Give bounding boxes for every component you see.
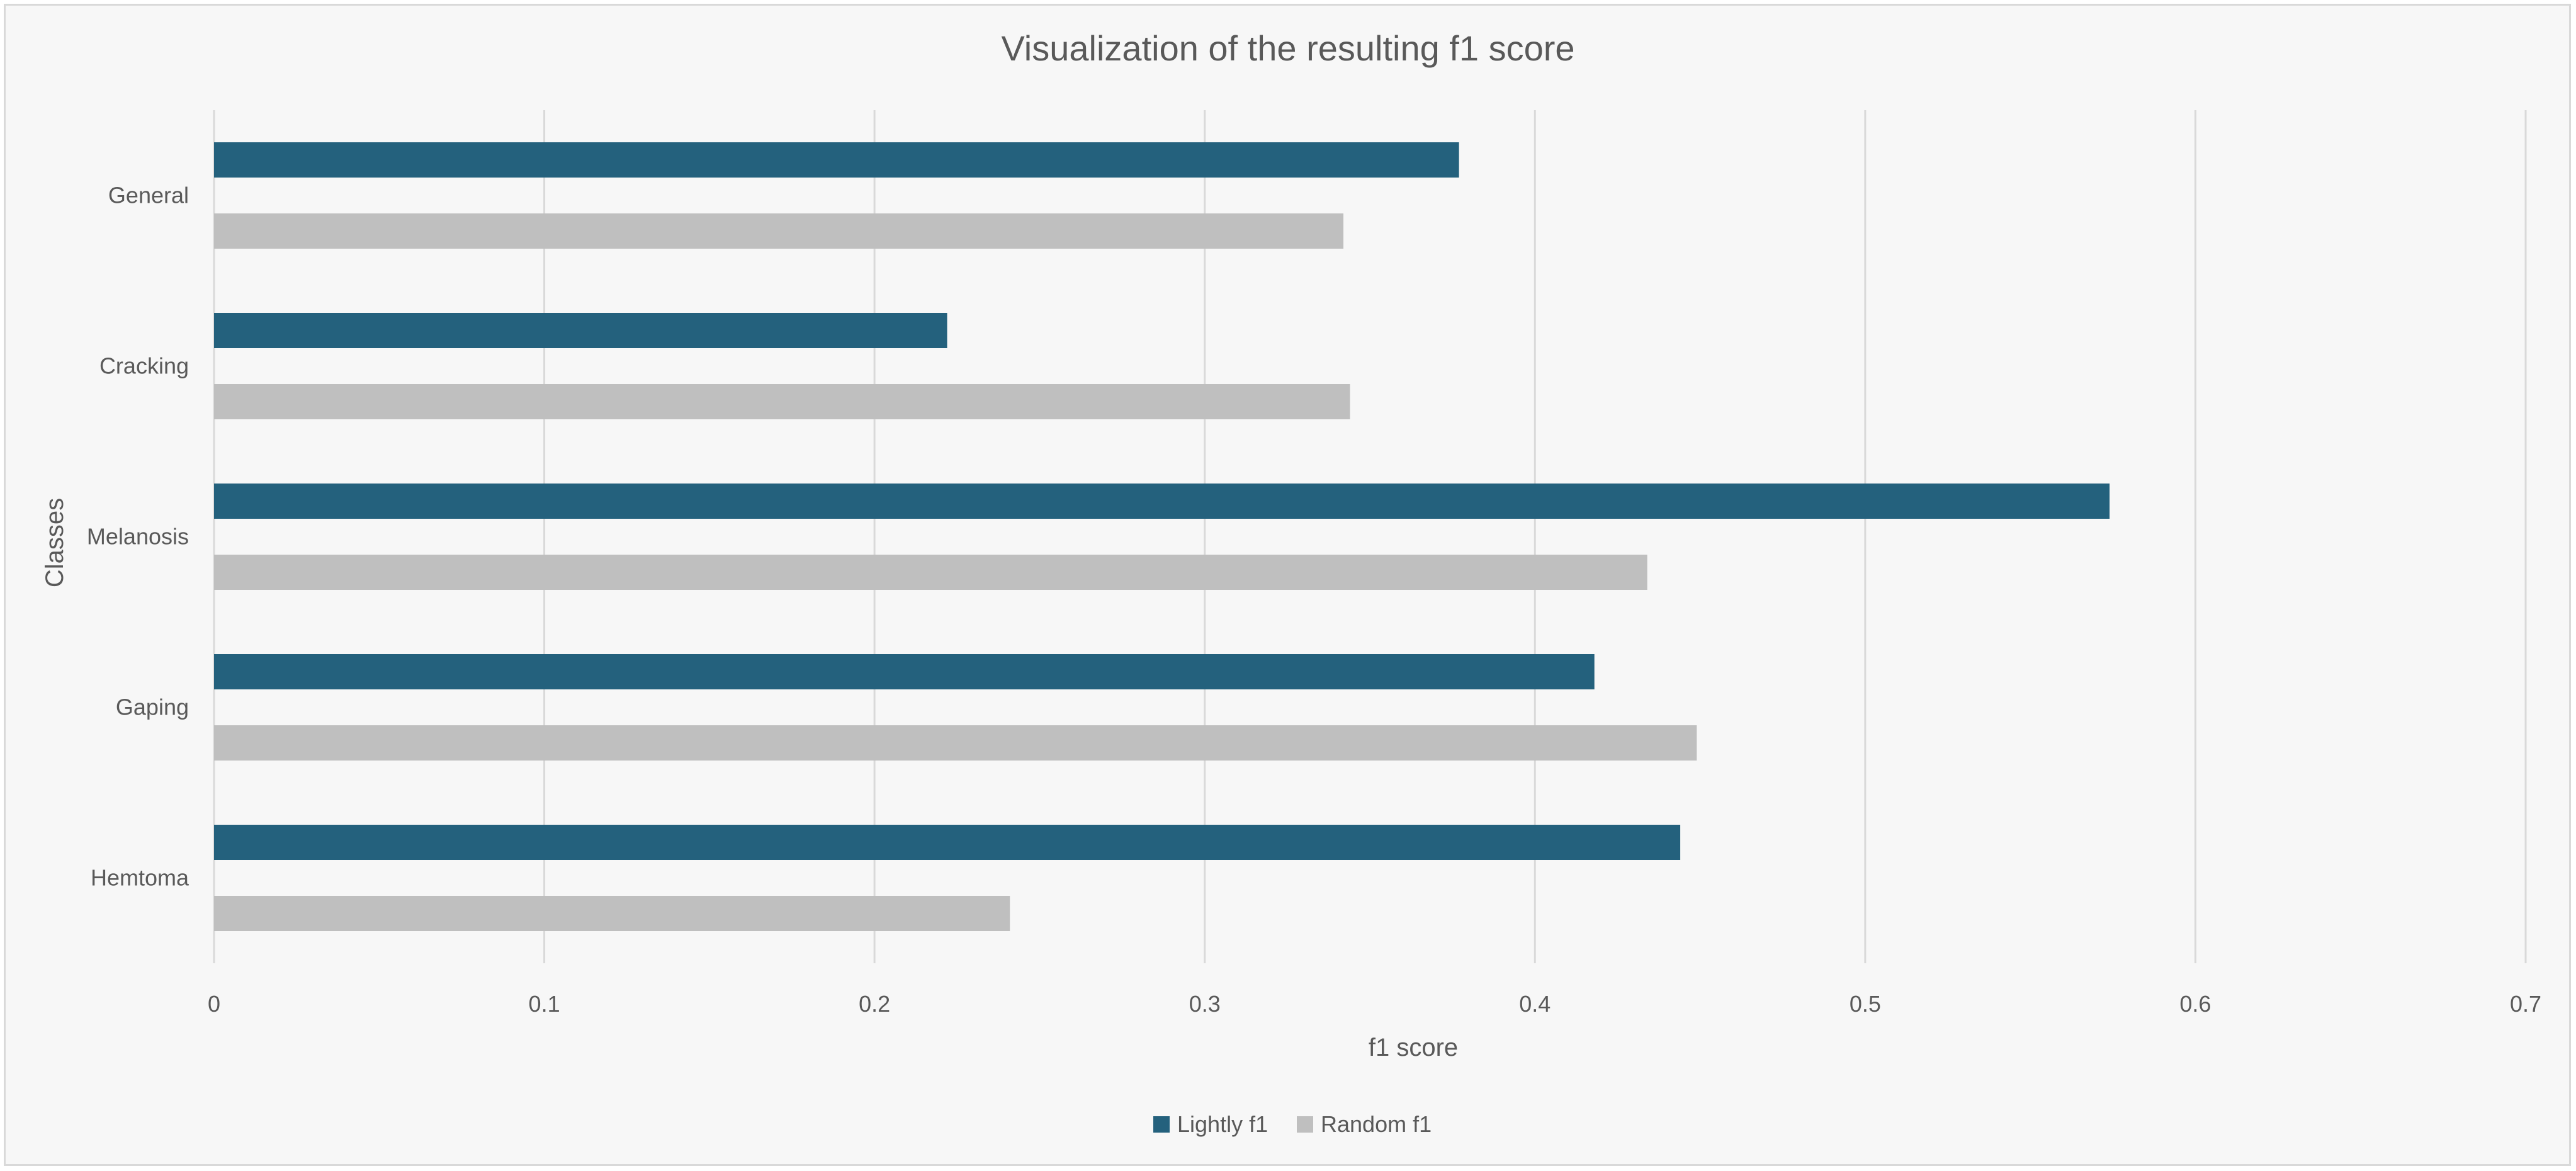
legend: Lightly f1 Random f1 [1153,1111,1432,1137]
bar-gaping-lightly-f1 [214,654,1595,689]
bar-gaping-random-f1 [214,725,1697,761]
x-tick-label: 0.7 [2510,991,2541,1017]
x-tick-label: 0 [208,991,220,1017]
chart-title: Visualization of the resulting f1 score [1001,28,1574,68]
bar-general-lightly-f1 [214,142,1459,178]
x-axis-label: f1 score [1369,1034,1458,1061]
x-tick-label: 0.6 [2179,991,2211,1017]
gridlines [213,110,2527,963]
y-tick-label: Melanosis [87,524,189,550]
legend-swatch [1153,1116,1170,1133]
x-tick-label: 0.5 [1850,991,1881,1017]
x-tick-label: 0.4 [1519,991,1551,1017]
bar-melanosis-lightly-f1 [214,484,2110,519]
y-tick-label: Gaping [116,694,189,720]
x-axis-ticks: 0 0.1 0.2 0.3 0.4 0.5 0.6 0.7 [208,991,2541,1017]
y-axis-label: Classes [41,498,69,587]
x-tick-label: 0.1 [529,991,560,1017]
y-axis-ticks: General Cracking Melanosis Gaping Hemtoma [87,183,189,891]
legend-swatch [1297,1116,1313,1133]
bar-melanosis-random-f1 [214,555,1647,590]
y-tick-label: Hemtoma [91,865,189,891]
y-tick-label: Cracking [99,353,189,379]
bars [214,142,2110,931]
bar-hemtoma-lightly-f1 [214,825,1681,860]
y-tick-label: General [108,183,189,208]
bar-hemtoma-random-f1 [214,896,1010,931]
x-tick-label: 0.3 [1189,991,1221,1017]
legend-label: Random f1 [1321,1111,1432,1137]
legend-label: Lightly f1 [1177,1111,1268,1137]
bar-cracking-random-f1 [214,384,1350,419]
x-tick-label: 0.2 [859,991,890,1017]
bar-cracking-lightly-f1 [214,313,947,348]
bar-general-random-f1 [214,213,1344,249]
